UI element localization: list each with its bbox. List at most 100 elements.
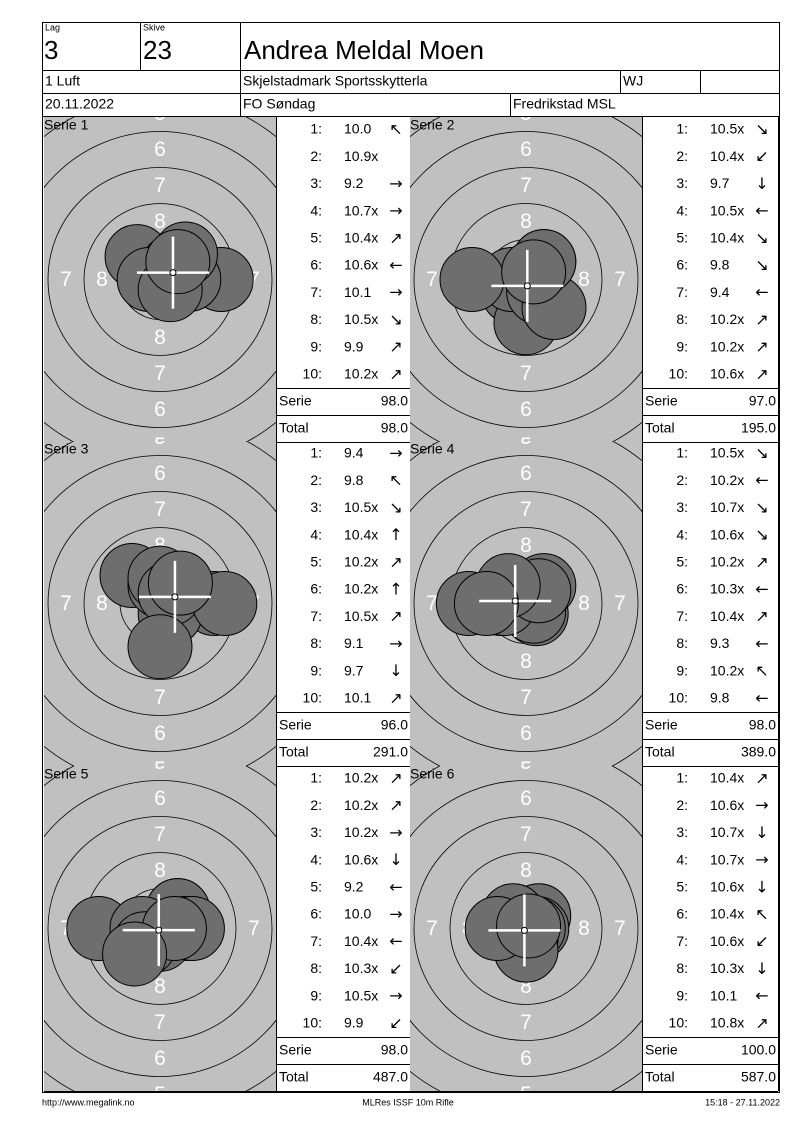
ring-label: 6 bbox=[154, 398, 166, 421]
ring bbox=[47, 816, 273, 1041]
shot-arrow: → bbox=[755, 796, 768, 815]
shot-value: 9.4 bbox=[710, 284, 730, 300]
shot-value: 10.2x bbox=[344, 366, 378, 382]
ring-label: 8 bbox=[154, 326, 166, 349]
shot-value: 10.3x bbox=[344, 960, 378, 976]
ring-label: 6 bbox=[650, 917, 662, 940]
shot-arrow: ↗ bbox=[755, 310, 768, 329]
shot-value: 10.1 bbox=[344, 690, 371, 706]
shot-arrow: ↗ bbox=[389, 796, 402, 815]
shot-arrow: ↙ bbox=[389, 1013, 402, 1032]
ring-label: 8 bbox=[520, 534, 532, 557]
shot-hole bbox=[453, 571, 519, 636]
shot-value: 9.7 bbox=[344, 662, 364, 678]
shot-arrow: ↘ bbox=[755, 228, 768, 247]
shot-number: 9: bbox=[310, 662, 322, 678]
crosshair-center bbox=[155, 926, 163, 934]
shot-arrow: ↘ bbox=[389, 498, 402, 517]
shot-number: 1: bbox=[310, 121, 322, 137]
shot-value: 10.5x bbox=[344, 608, 378, 624]
ring bbox=[449, 852, 603, 1005]
total-score: 389.0 bbox=[741, 744, 776, 760]
shot-value: 10.7x bbox=[710, 499, 744, 515]
shot-value: 9.1 bbox=[344, 635, 364, 651]
ring-label: 5 bbox=[520, 751, 532, 774]
shot-value: 9.9 bbox=[344, 1015, 364, 1031]
crosshair-center bbox=[169, 269, 177, 277]
target: 8888777766665555 bbox=[410, 102, 642, 442]
shot-value: 10.2x bbox=[710, 311, 744, 327]
total-score: 195.0 bbox=[741, 420, 776, 436]
shot-value: 10.5x bbox=[710, 445, 744, 461]
ring-label: 5 bbox=[154, 434, 166, 457]
shot-value: 9.3 bbox=[710, 635, 730, 651]
shot-arrow: ↗ bbox=[755, 552, 768, 571]
shot-value: 10.2x bbox=[710, 472, 744, 488]
skive: 23 bbox=[143, 35, 172, 65]
ring bbox=[413, 167, 639, 392]
shot-value: 10.6x bbox=[710, 879, 744, 895]
total-score: 587.0 bbox=[741, 1069, 776, 1085]
shot-arrow: → bbox=[389, 986, 402, 1005]
shot-value: 10.4x bbox=[710, 148, 744, 164]
shot-arrow: ← bbox=[755, 283, 768, 302]
shot-hole bbox=[147, 550, 213, 616]
shot-number: 3: bbox=[676, 824, 688, 840]
shot-number: 5: bbox=[310, 554, 322, 570]
serie-score: 96.0 bbox=[381, 717, 408, 733]
ring-label: 5 bbox=[520, 758, 532, 781]
shot-value: 10.3x bbox=[710, 960, 744, 976]
shot-number: 1: bbox=[310, 445, 322, 461]
ring bbox=[47, 167, 273, 392]
shot-number: 1: bbox=[676, 445, 688, 461]
ring-label: 7 bbox=[60, 917, 72, 940]
ring-label: 7 bbox=[520, 498, 532, 521]
serie-score: 97.0 bbox=[749, 393, 776, 409]
ring-label: 5 bbox=[520, 102, 532, 125]
shot-number: 4: bbox=[676, 202, 688, 218]
shot-number: 8: bbox=[676, 960, 688, 976]
ring-label: 6 bbox=[24, 268, 36, 291]
shot-arrow: ↗ bbox=[755, 1013, 768, 1032]
shot-arrow: → bbox=[389, 283, 402, 302]
shot-number: 10: bbox=[303, 366, 322, 382]
shot-value: 10.4x bbox=[344, 933, 378, 949]
ring-label: 6 bbox=[520, 787, 532, 810]
shot-hole bbox=[439, 247, 505, 312]
series-title: Serie 2 bbox=[410, 117, 455, 133]
shot-arrow: ↗ bbox=[389, 688, 402, 707]
shot-number: 8: bbox=[310, 311, 322, 327]
shot-arrow: → bbox=[389, 634, 402, 653]
target: 8888777766665555 bbox=[44, 441, 276, 766]
shot-arrow: ↓ bbox=[755, 174, 768, 193]
shot-number: 9: bbox=[310, 987, 322, 1003]
venue: Fredrikstad MSL bbox=[513, 96, 616, 112]
shot-arrow: ← bbox=[389, 932, 402, 951]
shot-number: 4: bbox=[676, 526, 688, 542]
ring-label: 8 bbox=[520, 650, 532, 673]
shot-value: 10.0 bbox=[344, 906, 371, 922]
series-title: Serie 5 bbox=[44, 766, 89, 782]
total-label: Total bbox=[279, 1069, 309, 1085]
shot-arrow: ← bbox=[755, 201, 768, 220]
ring-label: 7 bbox=[520, 1011, 532, 1034]
shot-value: 10.1 bbox=[710, 987, 737, 1003]
shot-value: 10.5x bbox=[710, 121, 744, 137]
shot-arrow: ↗ bbox=[389, 337, 402, 356]
skive-label: Skive bbox=[143, 22, 165, 32]
total-label: Total bbox=[279, 420, 309, 436]
ring-label: 7 bbox=[520, 362, 532, 385]
shot-number: 10: bbox=[669, 366, 688, 382]
ring-label: 7 bbox=[614, 917, 626, 940]
shot-value: 9.9 bbox=[344, 338, 364, 354]
total-score: 291.0 bbox=[373, 744, 408, 760]
ring bbox=[44, 780, 276, 1077]
shot-number: 3: bbox=[676, 175, 688, 191]
ring-label: 8 bbox=[154, 859, 166, 882]
shot-arrow: ↖ bbox=[389, 471, 402, 490]
ring-label: 7 bbox=[248, 917, 260, 940]
footer-url: http://www.megalink.no bbox=[42, 1097, 135, 1107]
shot-number: 6: bbox=[310, 581, 322, 597]
category: WJ bbox=[623, 73, 643, 89]
shot-arrow: → bbox=[389, 823, 402, 842]
